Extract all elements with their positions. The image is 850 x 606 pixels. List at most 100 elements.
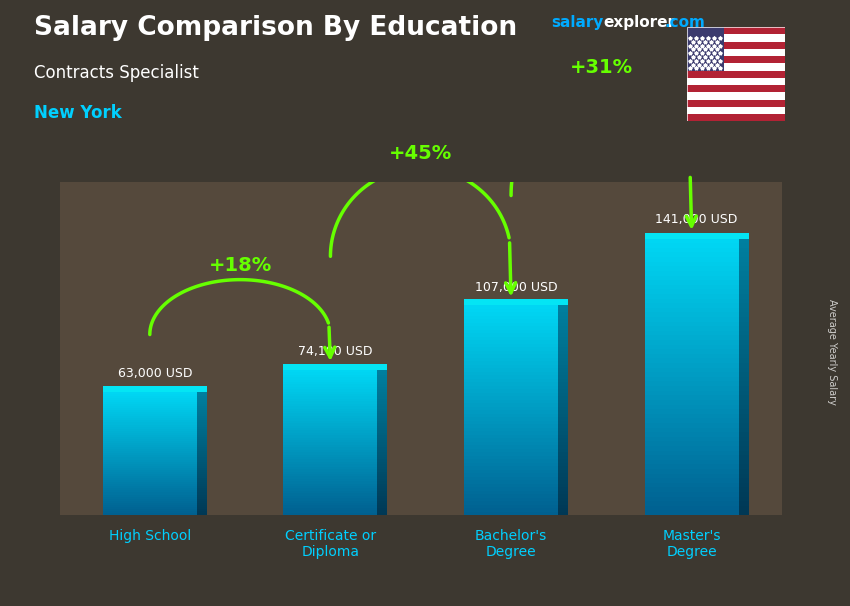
Bar <box>377 413 388 416</box>
Bar <box>644 391 739 395</box>
Bar <box>60 182 782 515</box>
Bar <box>196 468 207 470</box>
Bar <box>558 361 568 365</box>
Bar <box>558 355 568 358</box>
Bar <box>377 372 388 375</box>
Bar <box>558 414 568 417</box>
Bar <box>196 447 207 449</box>
Bar <box>103 507 196 509</box>
Bar <box>464 494 558 498</box>
Bar <box>283 488 377 491</box>
Bar <box>687 99 785 107</box>
Bar <box>196 439 207 441</box>
Bar <box>196 443 207 445</box>
Bar <box>377 469 388 471</box>
Bar <box>687 35 785 42</box>
Bar <box>558 333 568 337</box>
Bar <box>558 511 568 515</box>
Bar <box>196 494 207 496</box>
Bar <box>687 27 785 35</box>
Bar <box>464 351 558 355</box>
Bar <box>377 425 388 428</box>
Bar <box>558 498 568 501</box>
Bar <box>377 447 388 450</box>
Bar <box>377 454 388 457</box>
Bar <box>103 482 196 484</box>
Bar <box>283 428 377 430</box>
Bar <box>103 421 196 422</box>
Bar <box>739 299 749 303</box>
Bar <box>739 257 749 262</box>
Bar <box>464 417 558 421</box>
Bar <box>103 513 196 515</box>
Bar <box>739 308 749 312</box>
Bar <box>196 474 207 476</box>
Bar <box>60 182 782 515</box>
Bar <box>103 503 196 505</box>
Text: 141,000 USD: 141,000 USD <box>655 213 738 226</box>
Bar <box>558 487 568 491</box>
Bar <box>644 326 739 331</box>
Bar <box>739 372 749 377</box>
Text: 107,000 USD: 107,000 USD <box>474 281 558 293</box>
Bar <box>739 427 749 432</box>
Bar <box>687 85 785 92</box>
Bar <box>103 398 196 400</box>
Bar <box>377 479 388 481</box>
Bar <box>377 481 388 484</box>
Bar <box>558 403 568 407</box>
Bar <box>196 470 207 472</box>
Bar <box>558 379 568 382</box>
Bar <box>283 484 377 486</box>
Bar <box>103 439 196 441</box>
Bar <box>687 27 724 71</box>
Bar <box>103 459 196 462</box>
Bar <box>558 470 568 473</box>
Bar <box>464 407 558 410</box>
Bar <box>103 391 196 394</box>
Bar <box>464 501 558 505</box>
Bar <box>283 372 377 375</box>
Bar <box>283 394 377 396</box>
Bar <box>283 454 377 457</box>
Bar <box>739 349 749 354</box>
Bar <box>283 498 377 501</box>
Bar <box>739 335 749 340</box>
Bar <box>377 384 388 387</box>
Bar <box>739 294 749 299</box>
Bar <box>283 408 377 411</box>
Bar <box>464 385 558 389</box>
Bar <box>196 513 207 515</box>
Bar <box>739 473 749 478</box>
Bar <box>464 466 558 470</box>
Bar <box>464 438 558 442</box>
Bar <box>644 437 739 441</box>
Bar <box>644 423 739 428</box>
Bar <box>464 337 558 341</box>
Bar <box>196 486 207 488</box>
Bar <box>377 459 388 462</box>
Bar <box>558 396 568 400</box>
Bar <box>558 424 568 428</box>
Bar <box>644 478 739 483</box>
Bar <box>103 402 196 404</box>
Bar <box>377 399 388 401</box>
Bar <box>196 418 207 421</box>
Bar <box>103 404 196 406</box>
Bar <box>558 407 568 410</box>
Bar <box>644 322 739 326</box>
Bar <box>558 326 568 330</box>
Bar <box>644 363 739 368</box>
Bar <box>464 459 558 462</box>
Bar <box>644 335 739 340</box>
Bar <box>196 451 207 453</box>
Bar <box>644 253 739 257</box>
Bar <box>464 340 558 344</box>
Bar <box>103 494 196 496</box>
Bar <box>103 484 196 486</box>
Text: New York: New York <box>34 104 122 122</box>
Bar <box>103 433 196 435</box>
Bar <box>464 323 558 326</box>
Bar <box>687 71 785 78</box>
Bar <box>103 445 196 447</box>
